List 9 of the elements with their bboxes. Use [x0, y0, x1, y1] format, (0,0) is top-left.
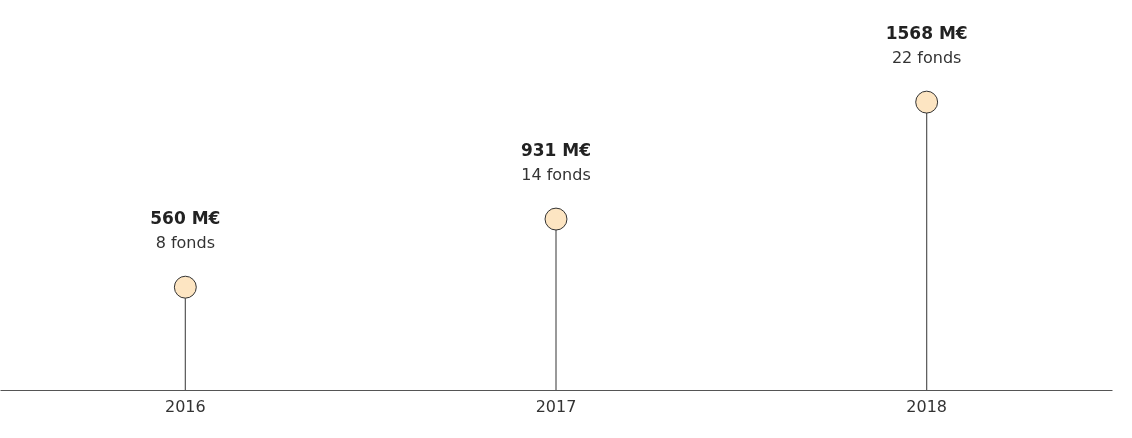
annotation: 14 fonds [521, 165, 591, 185]
x-tick-label: 2017 [535, 396, 577, 416]
data-label: 1568 M€ [885, 23, 968, 44]
annotation: 8 fonds [155, 233, 215, 253]
x-tick-label: 2016 [164, 396, 206, 416]
data-label: 560 M€ [150, 208, 221, 229]
data-label: 931 M€ [520, 140, 592, 161]
x-tick-label: 2018 [906, 396, 948, 416]
annotation: 22 fonds [891, 48, 962, 68]
